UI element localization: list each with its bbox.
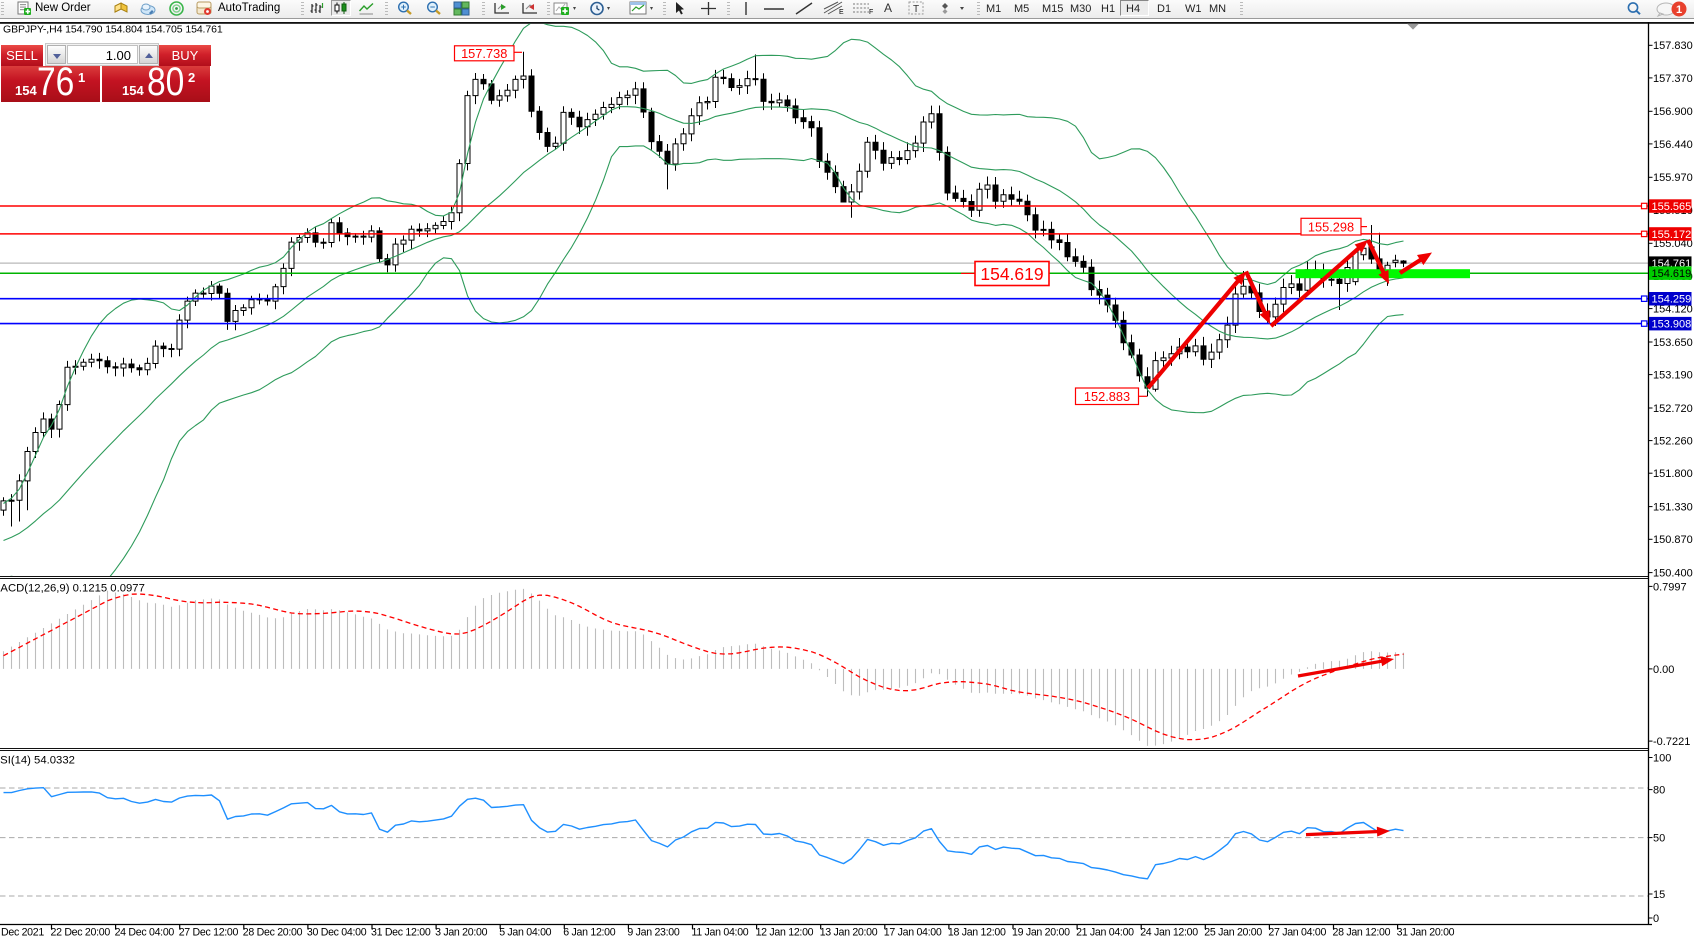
svg-text:28 Jan 12:00: 28 Jan 12:00 xyxy=(1333,927,1391,939)
svg-text:0.7997: 0.7997 xyxy=(1653,581,1687,593)
svg-text:24 Dec 04:00: 24 Dec 04:00 xyxy=(115,927,175,939)
svg-text:50: 50 xyxy=(1653,833,1665,845)
svg-text:154.619: 154.619 xyxy=(980,264,1043,284)
svg-text:0.00: 0.00 xyxy=(1653,664,1674,676)
svg-text:155.040: 155.040 xyxy=(1653,238,1693,250)
svg-text:28 Dec 20:00: 28 Dec 20:00 xyxy=(243,927,303,939)
svg-text:154.259: 154.259 xyxy=(1652,294,1692,306)
svg-text:31 Dec 12:00: 31 Dec 12:00 xyxy=(371,927,431,939)
svg-text:Dec 2021: Dec 2021 xyxy=(1,927,44,939)
svg-text:0: 0 xyxy=(1653,913,1659,925)
svg-text:155.565: 155.565 xyxy=(1652,201,1692,213)
svg-text:152.720: 152.720 xyxy=(1653,403,1693,415)
svg-text:22 Dec 20:00: 22 Dec 20:00 xyxy=(51,927,111,939)
svg-text:15: 15 xyxy=(1653,889,1665,901)
svg-text:155.298: 155.298 xyxy=(1308,219,1354,234)
svg-text:80: 80 xyxy=(1653,785,1665,797)
svg-text:−: − xyxy=(430,2,435,12)
svg-text:157.370: 157.370 xyxy=(1653,73,1693,85)
svg-text:151.330: 151.330 xyxy=(1653,502,1693,514)
svg-text:18 Jan 12:00: 18 Jan 12:00 xyxy=(948,927,1006,939)
svg-text:154.619: 154.619 xyxy=(1652,268,1692,280)
svg-text:-0.7221: -0.7221 xyxy=(1653,736,1690,748)
svg-text:5 Jan 04:00: 5 Jan 04:00 xyxy=(499,927,551,939)
svg-text:25 Jan 20:00: 25 Jan 20:00 xyxy=(1204,927,1262,939)
svg-text:E: E xyxy=(839,9,844,16)
svg-text:157.738: 157.738 xyxy=(461,46,507,61)
svg-text:154.120: 154.120 xyxy=(1653,304,1693,316)
svg-text:27 Jan 04:00: 27 Jan 04:00 xyxy=(1268,927,1326,939)
svg-text:155.970: 155.970 xyxy=(1653,172,1693,184)
svg-text:152.883: 152.883 xyxy=(1084,389,1130,404)
svg-text:153.908: 153.908 xyxy=(1652,319,1692,331)
svg-text:153.190: 153.190 xyxy=(1653,370,1693,382)
svg-text:17 Jan 04:00: 17 Jan 04:00 xyxy=(884,927,942,939)
svg-text:153.650: 153.650 xyxy=(1653,337,1693,349)
svg-text:19 Jan 20:00: 19 Jan 20:00 xyxy=(1012,927,1070,939)
svg-text:F: F xyxy=(869,9,873,16)
svg-text:MACD(12,26,9) 0.1215 0.0977: MACD(12,26,9) 0.1215 0.0977 xyxy=(0,583,145,595)
svg-text:157.830: 157.830 xyxy=(1653,40,1693,52)
svg-text:156.900: 156.900 xyxy=(1653,106,1693,118)
svg-text:100: 100 xyxy=(1653,752,1671,764)
svg-text:RSI(14) 54.0332: RSI(14) 54.0332 xyxy=(0,755,75,767)
svg-text:6 Jan 12:00: 6 Jan 12:00 xyxy=(563,927,615,939)
svg-text:152.260: 152.260 xyxy=(1653,436,1693,448)
svg-text:GBPJPY-,H4 154.790 154.804 15: GBPJPY-,H4 154.790 154.804 154.705 154.7… xyxy=(3,24,223,36)
svg-text:150.870: 150.870 xyxy=(1653,534,1693,546)
svg-text:30 Dec 04:00: 30 Dec 04:00 xyxy=(307,927,367,939)
svg-text:13 Jan 20:00: 13 Jan 20:00 xyxy=(820,927,878,939)
svg-text:T: T xyxy=(913,4,919,15)
svg-text:151.800: 151.800 xyxy=(1653,468,1693,480)
svg-text:156.440: 156.440 xyxy=(1653,139,1693,151)
svg-text:3 Jan 20:00: 3 Jan 20:00 xyxy=(435,927,487,939)
svg-text:155.172: 155.172 xyxy=(1652,229,1692,241)
svg-text:31 Jan 20:00: 31 Jan 20:00 xyxy=(1397,927,1455,939)
svg-text:12 Jan 12:00: 12 Jan 12:00 xyxy=(756,927,814,939)
svg-text:9 Jan 23:00: 9 Jan 23:00 xyxy=(627,927,679,939)
svg-text:1: 1 xyxy=(1676,4,1682,16)
svg-text:21 Jan 04:00: 21 Jan 04:00 xyxy=(1076,927,1134,939)
svg-text:150.400: 150.400 xyxy=(1653,568,1693,580)
svg-text:27 Dec 12:00: 27 Dec 12:00 xyxy=(179,927,239,939)
svg-text:24 Jan 12:00: 24 Jan 12:00 xyxy=(1140,927,1198,939)
svg-text:+: + xyxy=(401,2,406,12)
svg-text:11 Jan 04:00: 11 Jan 04:00 xyxy=(692,927,749,939)
